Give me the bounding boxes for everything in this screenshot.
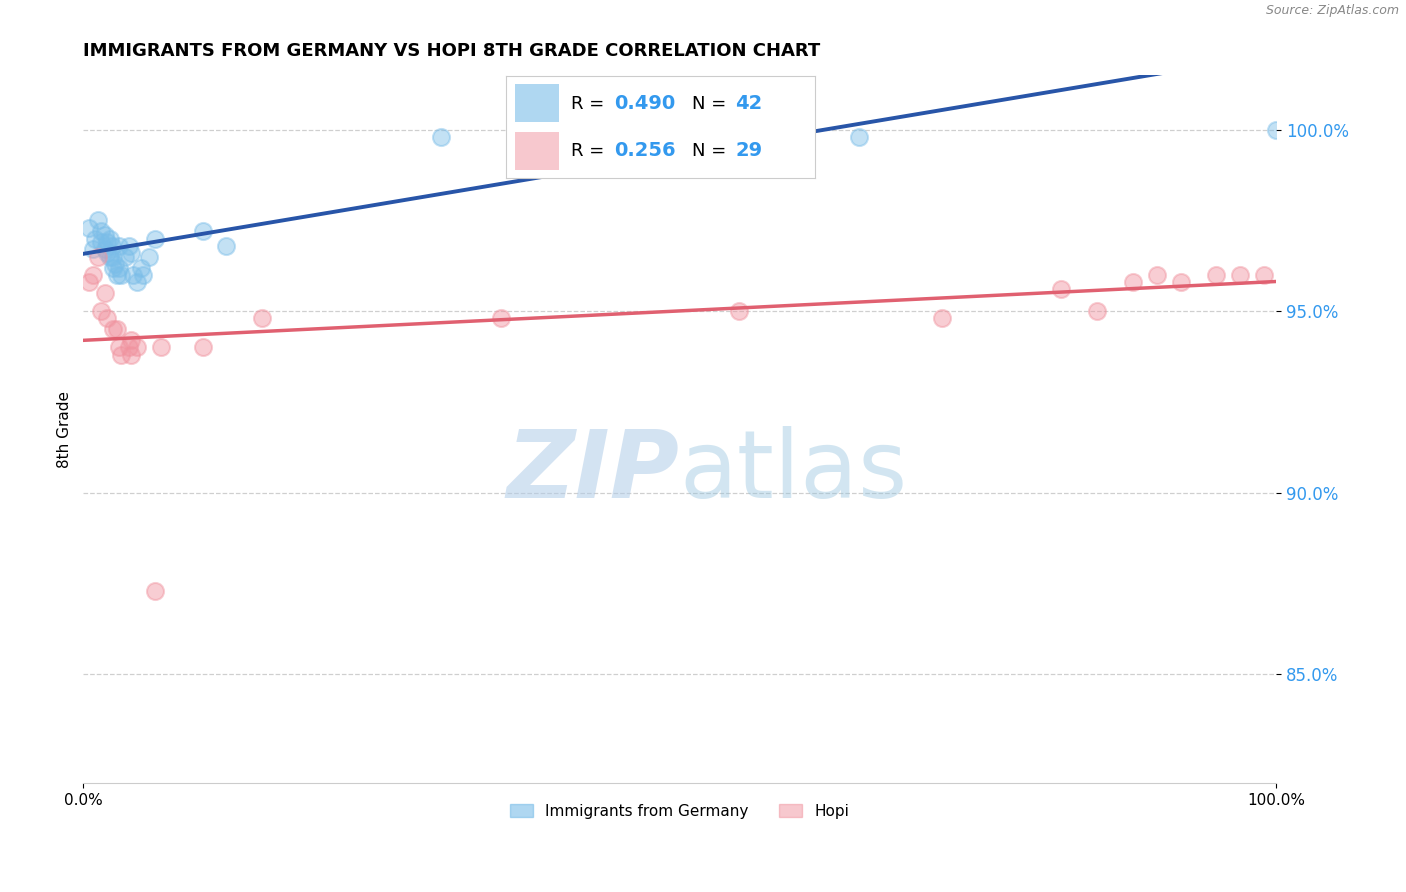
Point xyxy=(84,231,107,245)
Point xyxy=(82,268,104,282)
Text: ZIP: ZIP xyxy=(506,425,679,517)
Legend: Immigrants from Germany, Hopi: Immigrants from Germany, Hopi xyxy=(503,797,855,825)
Point xyxy=(101,322,124,336)
Point xyxy=(728,129,751,144)
Text: R =: R = xyxy=(571,142,610,160)
Point xyxy=(1229,268,1251,282)
Text: IMMIGRANTS FROM GERMANY VS HOPI 8TH GRADE CORRELATION CHART: IMMIGRANTS FROM GERMANY VS HOPI 8TH GRAD… xyxy=(83,42,821,60)
Point xyxy=(101,260,124,275)
Point xyxy=(108,260,131,275)
Point xyxy=(86,213,108,227)
FancyBboxPatch shape xyxy=(516,84,558,122)
Point xyxy=(1050,282,1073,296)
Point xyxy=(122,268,145,282)
Text: 0.490: 0.490 xyxy=(614,94,676,113)
Point xyxy=(117,341,139,355)
Point xyxy=(98,250,121,264)
Point xyxy=(94,243,117,257)
Point xyxy=(1085,304,1108,318)
Point xyxy=(90,224,112,238)
Point xyxy=(120,333,142,347)
Point xyxy=(120,246,142,260)
Text: N =: N = xyxy=(692,95,731,112)
Point xyxy=(114,250,136,264)
Point xyxy=(250,311,273,326)
Point xyxy=(668,129,690,144)
Point xyxy=(125,275,148,289)
Point xyxy=(191,224,214,238)
Point xyxy=(1253,268,1275,282)
Text: Source: ZipAtlas.com: Source: ZipAtlas.com xyxy=(1265,4,1399,18)
Point xyxy=(120,348,142,362)
Point xyxy=(787,129,810,144)
Point xyxy=(96,246,118,260)
Point xyxy=(98,231,121,245)
Point xyxy=(77,220,100,235)
Point xyxy=(191,341,214,355)
Point xyxy=(110,348,132,362)
Text: atlas: atlas xyxy=(679,425,908,517)
Point xyxy=(94,285,117,300)
Point xyxy=(1146,268,1168,282)
Point xyxy=(108,341,131,355)
Text: 42: 42 xyxy=(735,94,762,113)
Point xyxy=(104,257,127,271)
Point xyxy=(1205,268,1227,282)
Point xyxy=(430,129,453,144)
Point xyxy=(644,129,666,144)
Point xyxy=(215,239,238,253)
Point xyxy=(728,304,751,318)
Point xyxy=(550,129,572,144)
Point xyxy=(526,129,548,144)
Point xyxy=(609,129,631,144)
Point xyxy=(117,239,139,253)
Text: N =: N = xyxy=(692,142,731,160)
Point xyxy=(101,250,124,264)
Point xyxy=(125,341,148,355)
Point xyxy=(848,129,870,144)
Text: R =: R = xyxy=(571,95,610,112)
Point xyxy=(108,239,131,253)
Point xyxy=(96,311,118,326)
Point xyxy=(149,341,172,355)
Y-axis label: 8th Grade: 8th Grade xyxy=(58,391,72,467)
Point xyxy=(129,260,152,275)
Point xyxy=(931,311,953,326)
Point xyxy=(90,304,112,318)
Point xyxy=(1265,122,1288,136)
Point xyxy=(94,227,117,242)
Text: 29: 29 xyxy=(735,141,762,161)
Point xyxy=(1170,275,1192,289)
Point xyxy=(110,268,132,282)
Point xyxy=(143,583,166,598)
Point xyxy=(143,231,166,245)
Point xyxy=(138,250,160,264)
Point xyxy=(105,268,128,282)
FancyBboxPatch shape xyxy=(516,132,558,170)
Text: 0.256: 0.256 xyxy=(614,141,676,161)
Point xyxy=(574,129,596,144)
Point xyxy=(96,235,118,250)
Point xyxy=(1122,275,1144,289)
Point xyxy=(105,322,128,336)
Point xyxy=(90,235,112,250)
Point xyxy=(77,275,100,289)
Point xyxy=(86,250,108,264)
Point xyxy=(489,311,512,326)
Point xyxy=(82,243,104,257)
Point xyxy=(132,268,155,282)
Point xyxy=(101,239,124,253)
